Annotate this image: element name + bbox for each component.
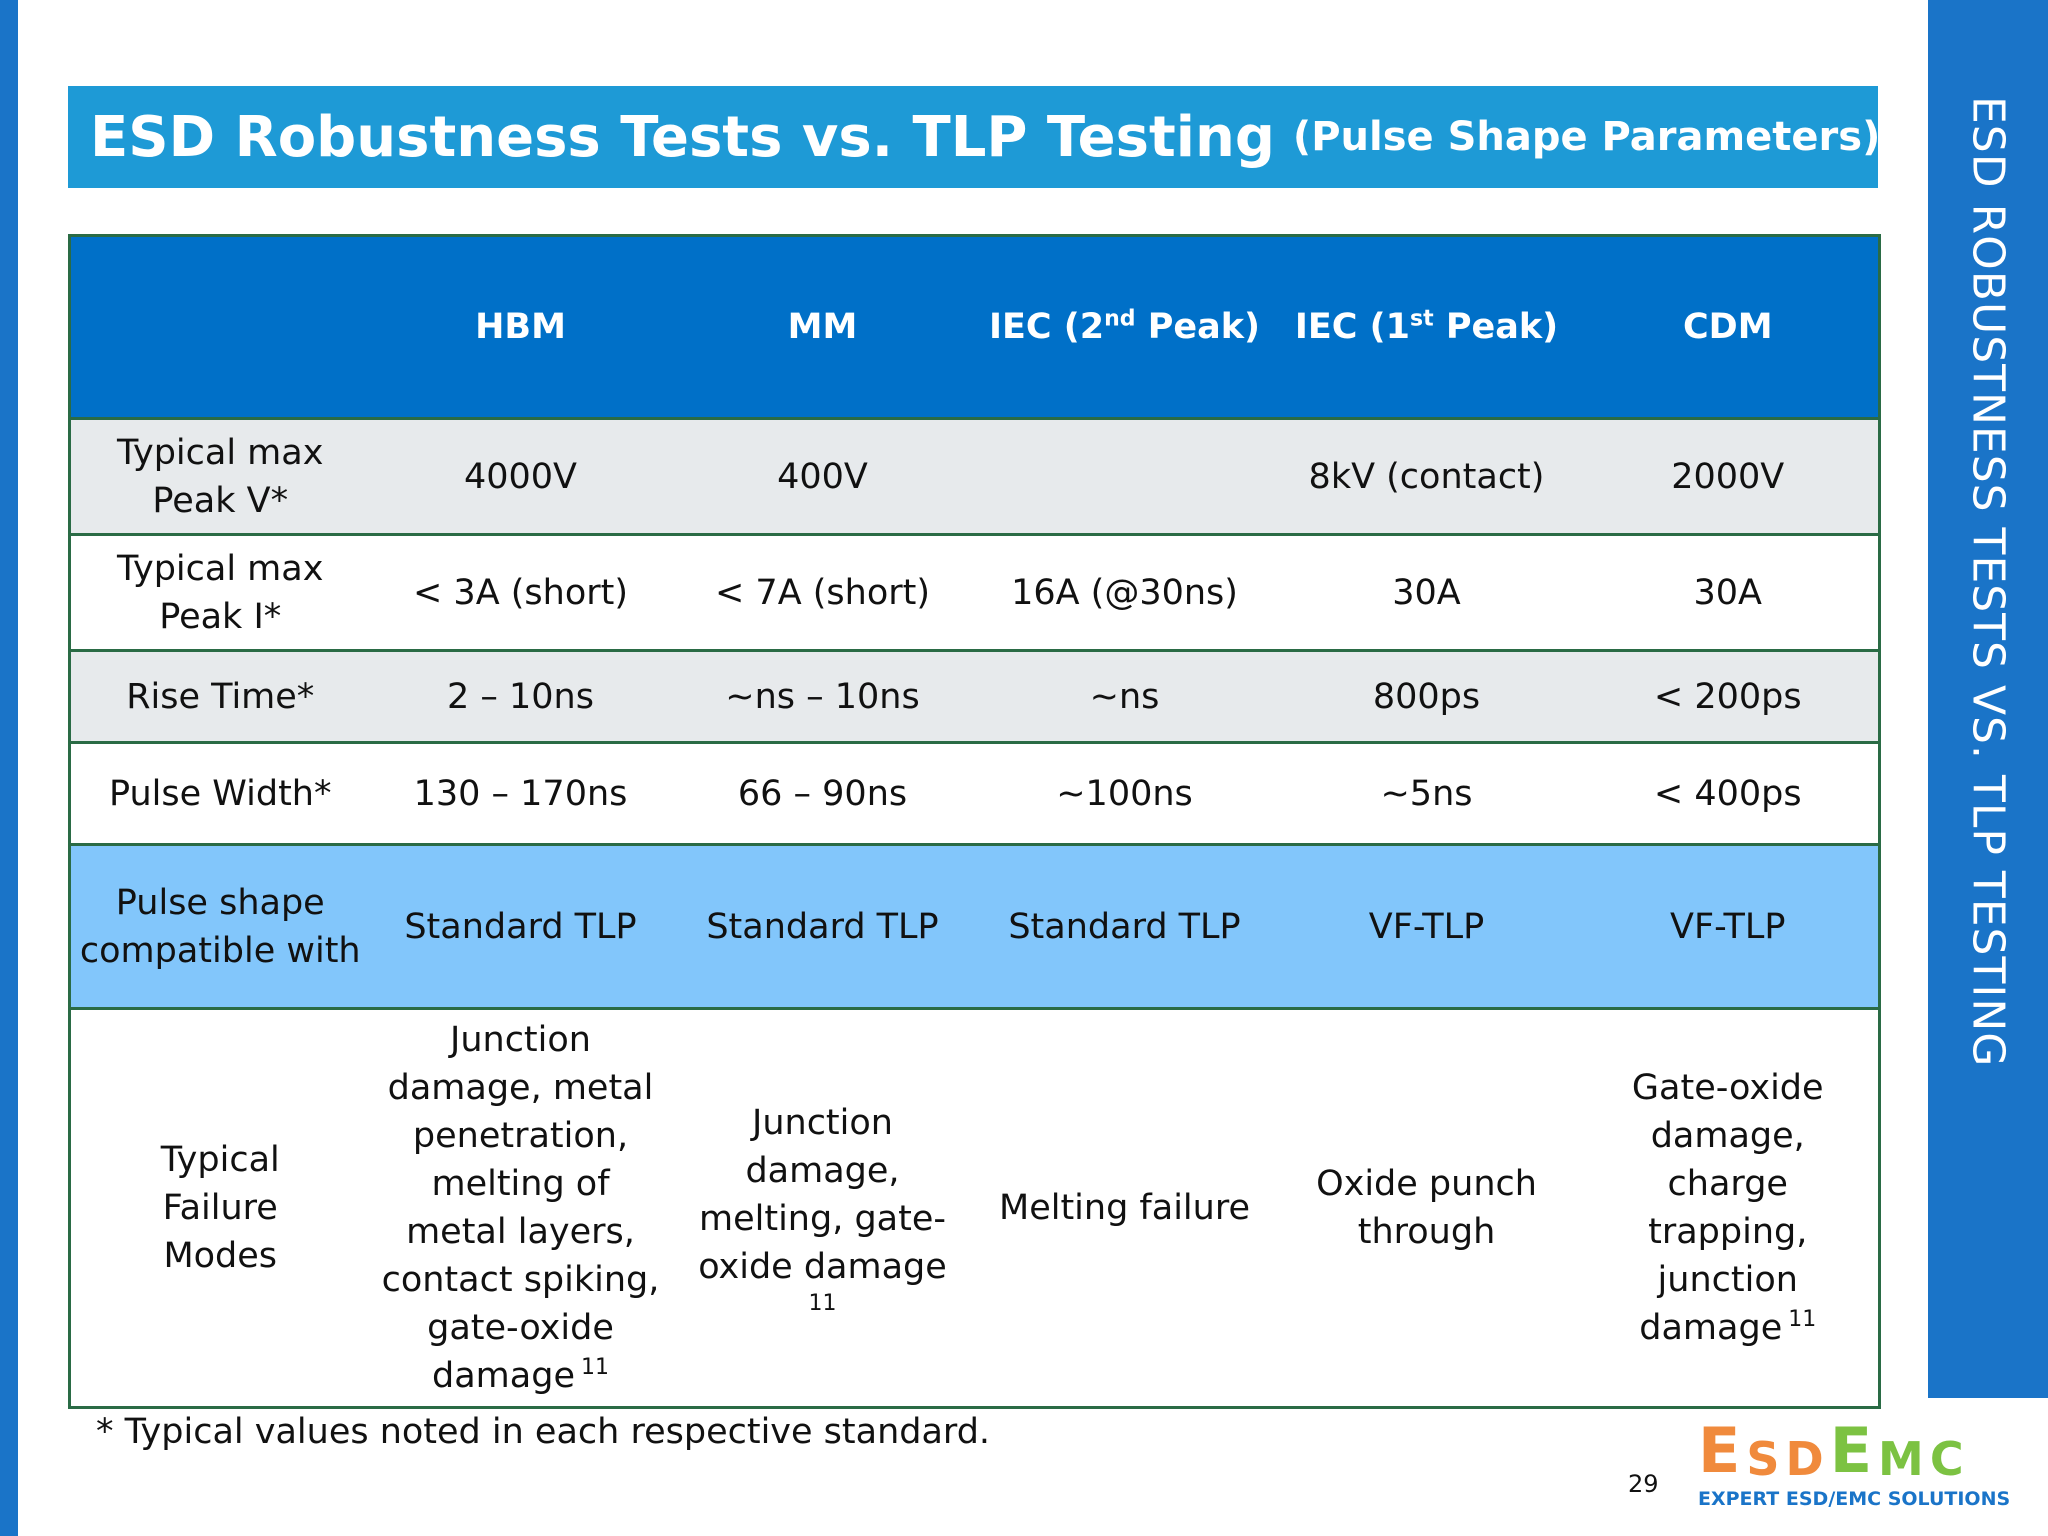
logo-tagline: EXPERT ESD/EMC SOLUTIONS <box>1698 1488 2011 1510</box>
slide-title: ESD Robustness Tests vs. TLP Testing <box>90 104 1275 170</box>
header-iec-2nd-sup: nd <box>1104 306 1136 332</box>
cell-iec-1st: 800ps <box>1275 650 1578 744</box>
row-rise-time: Rise Time* 2 – 10ns ~ns – 10ns ~ns 800ps… <box>69 650 1880 744</box>
row-peak-i: Typical max Peak I* < 3A (short) < 7A (s… <box>69 534 1880 652</box>
cell-iec-1st: ~5ns <box>1275 742 1578 846</box>
logo-letter: E <box>1698 1414 1747 1487</box>
cell-cdm-ref: 11 <box>1788 1307 1817 1333</box>
cell-iec-1st: 8kV (contact) <box>1275 418 1578 536</box>
cell-hbm-ref: 11 <box>580 1355 609 1381</box>
cell-hbm: < 3A (short) <box>369 534 672 652</box>
cell-iec-2nd: ~100ns <box>973 742 1276 846</box>
cell-hbm: Standard TLP <box>369 844 672 1010</box>
cell-iec-1st: Oxide punch through <box>1275 1008 1578 1409</box>
cell-hbm: 130 – 170ns <box>369 742 672 846</box>
footnote: * Typical values noted in each respectiv… <box>96 1412 991 1452</box>
cell-iec-2nd: 16A (@30ns) <box>973 534 1276 652</box>
cell-iec-2nd: ~ns <box>973 650 1276 744</box>
row-pulse-width: Pulse Width* 130 – 170ns 66 – 90ns ~100n… <box>69 742 1880 846</box>
cell-cdm: < 400ps <box>1577 742 1880 846</box>
header-empty <box>69 235 370 420</box>
cell-mm: Standard TLP <box>671 844 974 1010</box>
header-cdm: CDM <box>1577 235 1880 420</box>
row-label: Rise Time* <box>69 650 370 744</box>
cell-cdm: < 200ps <box>1577 650 1880 744</box>
side-panel <box>1928 0 2048 1398</box>
page-number: 29 <box>1628 1470 1659 1498</box>
header-iec-2nd: IEC (2nd Peak) <box>973 235 1276 420</box>
side-title: ESD ROBUSTNESS TESTS VS. TLP TESTING <box>1962 96 2014 1068</box>
row-peak-v: Typical max Peak V* 4000V 400V 8kV (cont… <box>69 418 1880 536</box>
header-iec-2nd-post: Peak) <box>1135 307 1261 347</box>
row-pulse-compat: Pulse shape compatible with Standard TLP… <box>69 844 1880 1010</box>
left-accent-bar <box>0 0 18 1536</box>
header-iec-1st-pre: IEC (1 <box>1294 307 1411 347</box>
cell-hbm: Junction damage, metal penetration, melt… <box>369 1008 672 1409</box>
cell-cdm: VF-TLP <box>1577 844 1880 1010</box>
logo-letter: C <box>1929 1432 1970 1486</box>
comparison-table: HBM MM IEC (2nd Peak) IEC (1st Peak) CDM… <box>68 234 1881 1409</box>
cell-iec-1st: 30A <box>1275 534 1578 652</box>
cell-mm: 66 – 90ns <box>671 742 974 846</box>
logo-letter: E <box>1829 1414 1879 1487</box>
title-band: ESD Robustness Tests vs. TLP Testing (Pu… <box>68 86 1881 188</box>
cell-cdm-text: Gate-oxide damage, charge trapping, junc… <box>1631 1068 1824 1348</box>
logo-letter: D <box>1785 1432 1830 1486</box>
row-label: Typical max Peak V* <box>69 418 370 536</box>
row-failure-modes: Typical Failure Modes Junction damage, m… <box>69 1008 1880 1409</box>
cell-hbm: 2 – 10ns <box>369 650 672 744</box>
logo-wordmark: E S D E M C <box>1698 1414 2038 1487</box>
cell-cdm: 30A <box>1577 534 1880 652</box>
row-label: Typical max Peak I* <box>69 534 370 652</box>
cell-mm: < 7A (short) <box>671 534 974 652</box>
logo-letter: S <box>1746 1432 1786 1486</box>
header-mm: MM <box>671 235 974 420</box>
cell-cdm: 2000V <box>1577 418 1880 536</box>
cell-mm-text: Junction damage, melting, gate-oxide dam… <box>698 1103 947 1287</box>
cell-hbm-text: Junction damage, metal penetration, melt… <box>381 1020 660 1396</box>
cell-iec-1st: VF-TLP <box>1275 844 1578 1010</box>
slide-subtitle: (Pulse Shape Parameters) <box>1292 114 1881 160</box>
header-row: HBM MM IEC (2nd Peak) IEC (1st Peak) CDM <box>69 235 1880 420</box>
cell-hbm: 4000V <box>369 418 672 536</box>
logo-letter: M <box>1878 1432 1930 1486</box>
header-iec-1st-sup: st <box>1410 306 1434 332</box>
row-label: Typical Failure Modes <box>69 1008 370 1409</box>
cell-iec-2nd: Standard TLP <box>973 844 1276 1010</box>
header-iec-2nd-pre: IEC (2 <box>988 307 1105 347</box>
cell-iec-2nd: Melting failure <box>973 1008 1276 1409</box>
cell-iec-2nd <box>973 418 1276 536</box>
header-hbm: HBM <box>369 235 672 420</box>
cell-mm: 400V <box>671 418 974 536</box>
cell-mm: ~ns – 10ns <box>671 650 974 744</box>
header-iec-1st-post: Peak) <box>1433 307 1559 347</box>
row-label: Pulse Width* <box>69 742 370 846</box>
header-iec-1st: IEC (1st Peak) <box>1275 235 1578 420</box>
cell-cdm: Gate-oxide damage, charge trapping, junc… <box>1577 1008 1880 1409</box>
row-label: Pulse shape compatible with <box>69 844 370 1010</box>
cell-mm: Junction damage, melting, gate-oxide dam… <box>671 1008 974 1409</box>
esdemc-logo: E S D E M C EXPERT ESD/EMC SOLUTIONS <box>1698 1414 2038 1511</box>
cell-mm-ref: 11 <box>808 1291 837 1316</box>
